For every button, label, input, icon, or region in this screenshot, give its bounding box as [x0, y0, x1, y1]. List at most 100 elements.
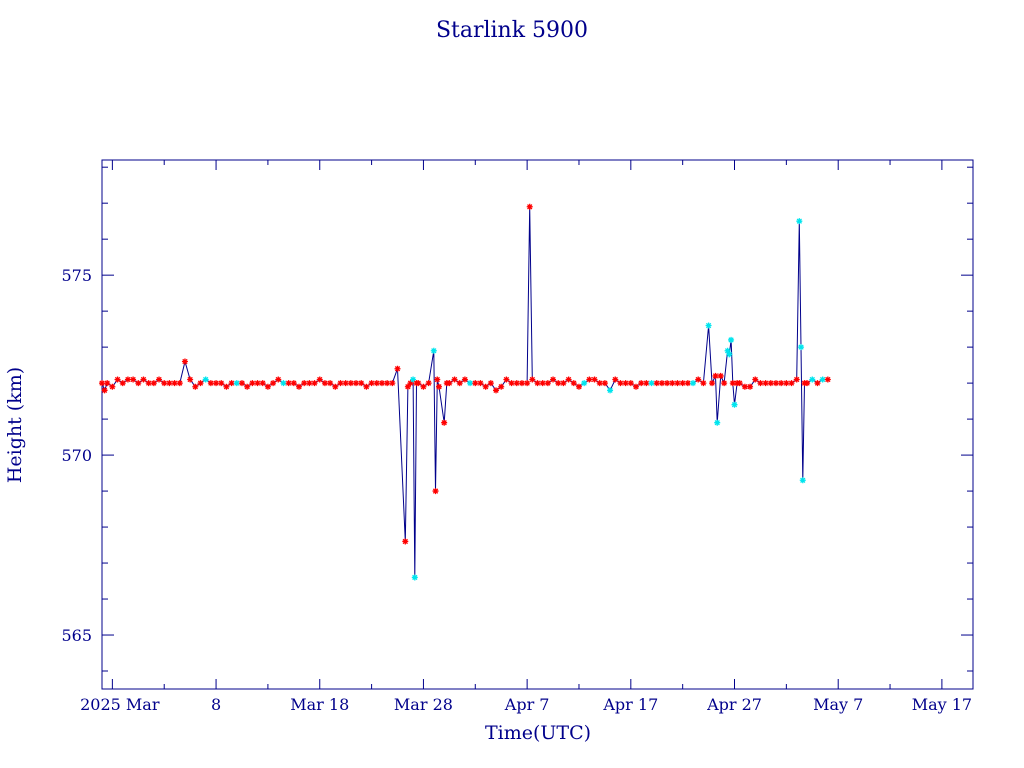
data-point: [477, 380, 484, 387]
x-tick-label: 8: [211, 695, 221, 714]
data-point: [306, 380, 313, 387]
data-point: [280, 380, 287, 387]
data-point: [529, 376, 536, 383]
data-point: [550, 376, 557, 383]
axis-ticks: [102, 160, 973, 689]
data-point: [171, 380, 178, 387]
data-point: [296, 383, 303, 390]
data-point: [187, 376, 194, 383]
data-point: [472, 380, 479, 387]
data-point: [700, 380, 707, 387]
data-point: [544, 380, 551, 387]
y-tick-label: 575: [61, 266, 92, 285]
data-point: [493, 387, 500, 394]
data-point: [119, 380, 126, 387]
data-point: [622, 380, 629, 387]
data-point: [244, 383, 251, 390]
data-point: [690, 380, 697, 387]
data-point: [218, 380, 225, 387]
chart-title: Starlink 5900: [436, 18, 588, 43]
data-point: [728, 336, 735, 343]
data-point: [518, 380, 525, 387]
data-point: [555, 380, 562, 387]
data-point: [150, 380, 157, 387]
data-point: [487, 380, 494, 387]
data-point: [731, 401, 738, 408]
data-point: [135, 380, 142, 387]
data-point: [434, 376, 441, 383]
y-tick-label: 565: [61, 626, 92, 645]
data-point: [432, 488, 439, 495]
data-point: [526, 203, 533, 210]
data-point: [207, 380, 214, 387]
data-point: [435, 383, 442, 390]
data-point: [446, 380, 453, 387]
series-line: [101, 206, 828, 578]
data-point: [747, 383, 754, 390]
data-point: [456, 380, 463, 387]
data-point: [762, 380, 769, 387]
data-point: [534, 380, 541, 387]
data-point: [539, 380, 546, 387]
data-point: [712, 372, 719, 379]
data-point: [402, 538, 409, 545]
data-point: [275, 376, 282, 383]
data-point: [669, 380, 676, 387]
x-tick-label: Mar 18: [290, 695, 349, 714]
data-point: [461, 376, 468, 383]
data-point: [513, 380, 520, 387]
data-point: [197, 380, 204, 387]
data-point: [249, 380, 256, 387]
data-point: [342, 380, 349, 387]
data-point: [332, 383, 339, 390]
data-point: [633, 383, 640, 390]
data-point: [109, 383, 116, 390]
data-point: [729, 380, 736, 387]
data-point: [814, 380, 821, 387]
data-point: [709, 380, 716, 387]
data-point: [410, 376, 417, 383]
data-point: [233, 380, 240, 387]
data-point: [575, 383, 582, 390]
data-point: [285, 380, 292, 387]
plot-frame: [101, 159, 974, 690]
data-point: [679, 380, 686, 387]
data-point: [798, 344, 805, 351]
data-point: [793, 376, 800, 383]
data-point: [809, 376, 816, 383]
data-point: [213, 380, 220, 387]
x-tick-label: May 17: [912, 695, 972, 714]
data-point: [441, 419, 448, 426]
data-point: [337, 380, 344, 387]
data-point: [503, 376, 510, 383]
data-point: [757, 380, 764, 387]
data-point: [612, 376, 619, 383]
data-point: [674, 380, 681, 387]
data-point: [430, 347, 437, 354]
data-point: [565, 376, 572, 383]
x-tick-label: Apr 17: [602, 695, 658, 714]
data-point: [467, 380, 474, 387]
data-point: [804, 380, 811, 387]
data-point: [130, 376, 137, 383]
data-point: [166, 380, 173, 387]
data-point: [353, 380, 360, 387]
data-point: [192, 383, 199, 390]
data-point: [684, 380, 691, 387]
data-point: [145, 380, 152, 387]
data-point: [140, 376, 147, 383]
data-point: [508, 380, 515, 387]
data-point: [378, 380, 385, 387]
data-point: [411, 574, 418, 581]
data-point: [384, 380, 391, 387]
y-axis-label: Height (km): [4, 367, 26, 483]
data-point: [301, 380, 308, 387]
data-point: [560, 380, 567, 387]
data-point: [425, 380, 432, 387]
data-point: [482, 383, 489, 390]
data-point: [741, 383, 748, 390]
data-point: [202, 376, 209, 383]
data-point: [705, 322, 712, 329]
data-point: [161, 380, 168, 387]
x-tick-label: Apr 7: [504, 695, 550, 714]
